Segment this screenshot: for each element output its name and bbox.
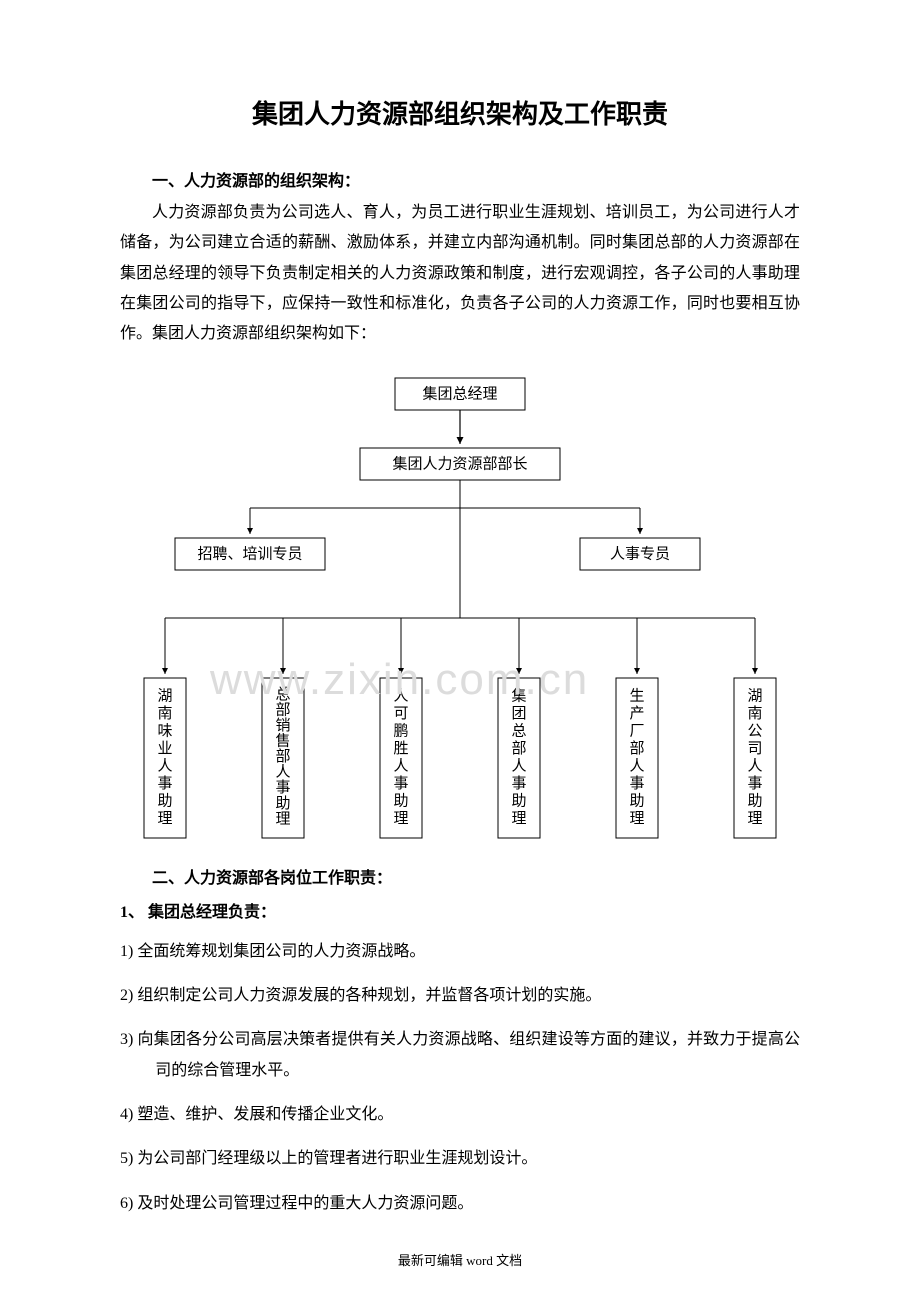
duty-item-2: 2) 组织制定公司人力资源发展的各种规划，并监督各项计划的实施。 xyxy=(120,981,800,1011)
node-leaf-1-label: 总部销售部人事助理 xyxy=(275,686,290,827)
org-chart: www.zixin.com.cn 集团总经理 集团人力资源部部长 招聘、培训专员… xyxy=(120,368,800,848)
document-title: 集团人力资源部组织架构及工作职责 xyxy=(120,90,800,139)
section-1-title: 一、人力资源部的组织架构： xyxy=(120,167,800,197)
duty-item-3: 3) 向集团各分公司高层决策者提供有关人力资源战略、组织建设等方面的建议，并致力… xyxy=(120,1025,800,1086)
subsection-1-title: 1、 集团总经理负责： xyxy=(120,898,800,928)
section-2-title: 二、人力资源部各岗位工作职责： xyxy=(120,864,800,894)
page-footer: 最新可编辑 word 文档 xyxy=(120,1249,800,1274)
node-hr-director-label: 集团人力资源部部长 xyxy=(392,455,527,472)
intro-paragraph: 人力资源部负责为公司选人、育人，为员工进行职业生涯规划、培训员工，为公司进行人才… xyxy=(120,198,800,350)
node-hr-specialist-label: 人事专员 xyxy=(610,545,670,562)
org-chart-svg: 集团总经理 集团人力资源部部长 招聘、培训专员 人事专员 xyxy=(120,368,800,848)
duty-item-5: 5) 为公司部门经理级以上的管理者进行职业生涯规划设计。 xyxy=(120,1144,800,1174)
duty-item-1: 1) 全面统筹规划集团公司的人力资源战略。 xyxy=(120,937,800,967)
duty-item-4: 4) 塑造、维护、发展和传播企业文化。 xyxy=(120,1100,800,1130)
node-recruit-training-label: 招聘、培训专员 xyxy=(197,545,302,562)
node-gm-label: 集团总经理 xyxy=(422,385,497,402)
duty-item-6: 6) 及时处理公司管理过程中的重大人力资源问题。 xyxy=(120,1189,800,1219)
